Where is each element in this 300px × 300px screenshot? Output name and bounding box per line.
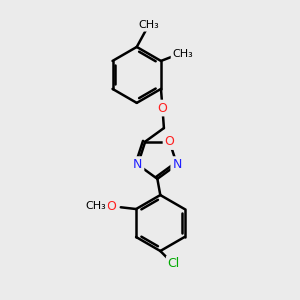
Text: N: N — [172, 158, 182, 171]
Text: N: N — [133, 158, 142, 171]
Text: Cl: Cl — [168, 257, 180, 270]
Text: CH₃: CH₃ — [139, 20, 160, 30]
Text: O: O — [158, 101, 167, 115]
Text: CH₃: CH₃ — [85, 201, 106, 211]
Text: CH₃: CH₃ — [172, 49, 193, 58]
Text: O: O — [164, 135, 174, 148]
Text: O: O — [106, 200, 116, 213]
